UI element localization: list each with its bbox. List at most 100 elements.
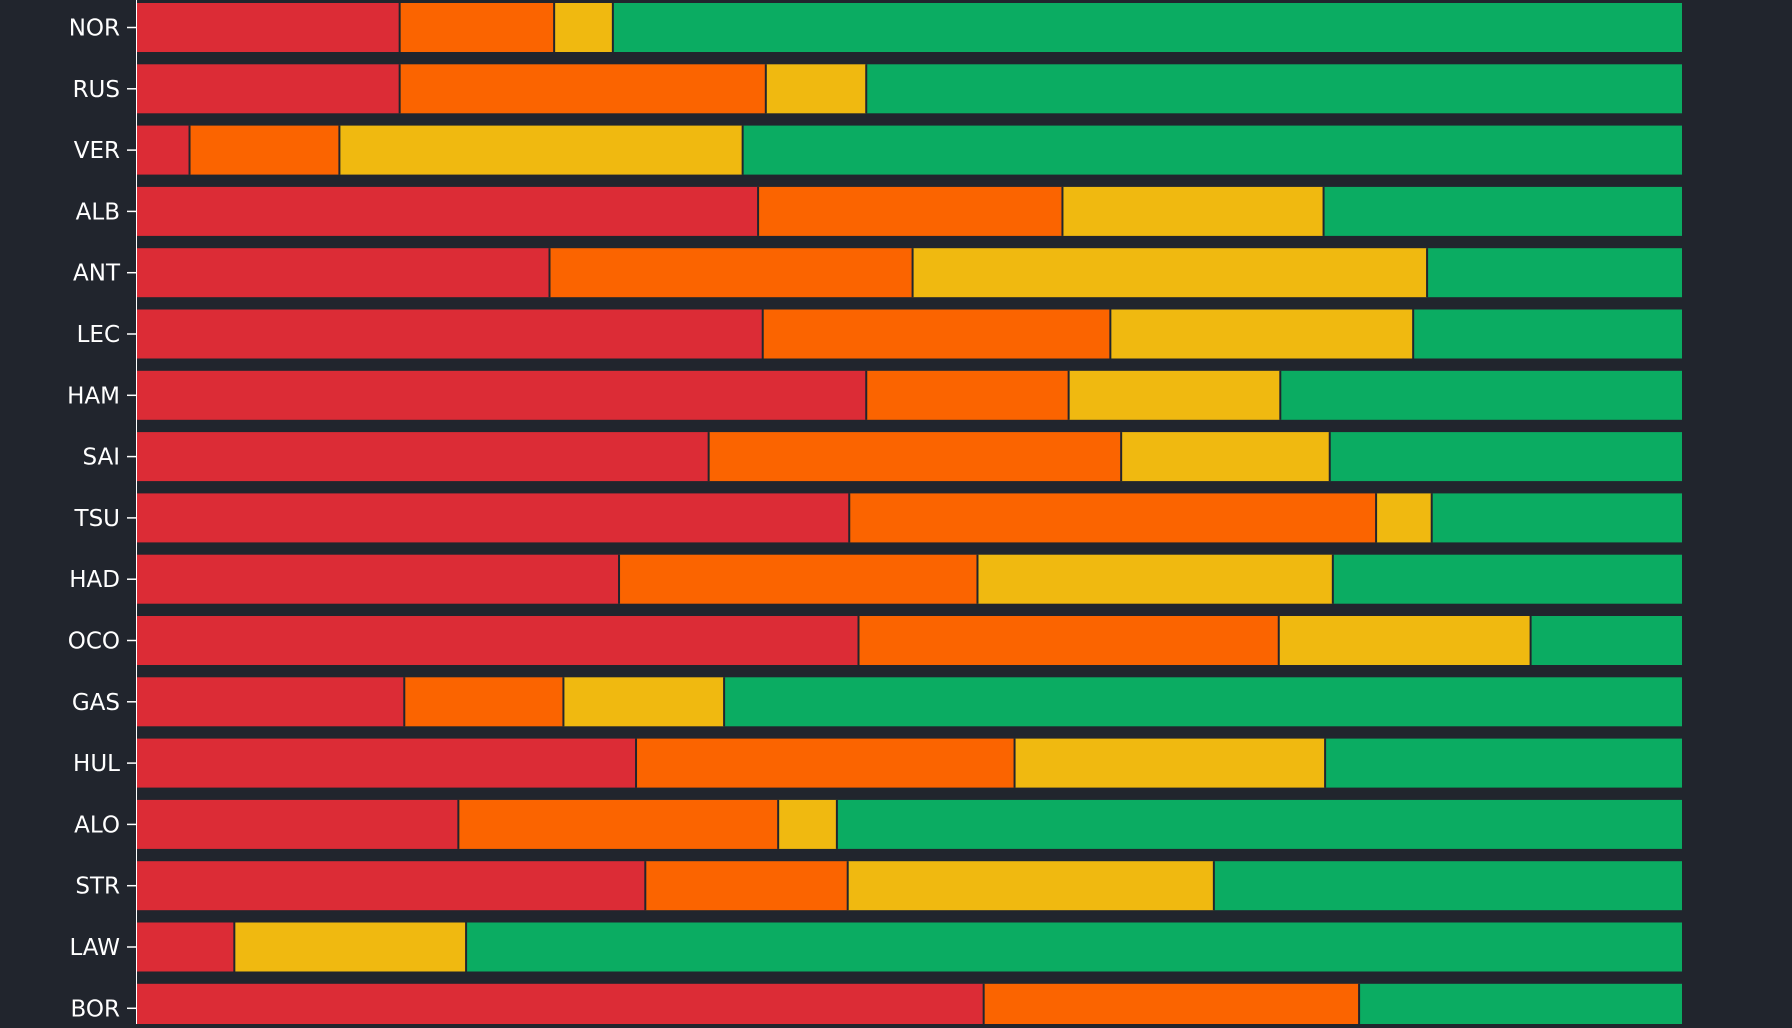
y-tick-label-gas: GAS: [72, 690, 120, 716]
bar-segment-ham-1: [137, 370, 867, 420]
bar-segment-alb-1: [137, 186, 759, 236]
bar-segment-ham-3: [1068, 370, 1281, 420]
bar-segment-tsu-1: [137, 493, 850, 543]
bar-segment-str-2: [645, 861, 848, 911]
bar-row-ham: [137, 370, 1682, 420]
bar-segment-tsu-3: [1376, 493, 1432, 543]
bar-segment-hul-3: [1014, 738, 1326, 788]
bar-row-ver: [137, 125, 1682, 175]
bar-segment-nor-1: [137, 3, 400, 52]
bar-segment-hul-4: [1325, 738, 1682, 788]
bar-row-sai: [137, 432, 1682, 482]
y-tick-label-law: LAW: [69, 935, 120, 961]
bar-segment-oco-1: [137, 616, 859, 665]
bar-segment-alb-4: [1323, 186, 1682, 236]
bar-segment-alb-2: [758, 186, 1063, 236]
bar-segment-lec-2: [762, 309, 1111, 359]
bar-segment-oco-4: [1530, 616, 1682, 665]
bar-row-tsu: [137, 493, 1682, 543]
bar-row-lec: [137, 309, 1682, 359]
bar-segment-ver-4: [742, 125, 1682, 175]
bar-row-bor: [137, 983, 1682, 1028]
bar-segment-rus-4: [866, 64, 1682, 114]
bar-segment-gas-1: [137, 677, 405, 727]
bar-row-gas: [137, 677, 1682, 727]
bar-segment-ver-3: [339, 125, 743, 175]
y-tick-label-ham: HAM: [67, 383, 120, 409]
y-tick-label-nor: NOR: [69, 16, 120, 42]
bar-segment-alo-4: [836, 799, 1682, 849]
bar-segment-bor-4: [1359, 983, 1682, 1028]
bar-segment-ham-4: [1280, 370, 1682, 420]
bar-row-ant: [137, 248, 1682, 298]
bar-segment-bor-1: [137, 983, 984, 1028]
bar-segment-oco-2: [858, 616, 1279, 665]
bar-segment-law-4: [466, 922, 1683, 972]
bar-segment-ant-1: [137, 248, 550, 298]
bar-segment-alo-1: [137, 799, 459, 849]
bar-segment-lec-1: [137, 309, 763, 359]
bar-segment-ant-3: [912, 248, 1428, 298]
bar-segment-ant-4: [1427, 248, 1682, 298]
bar-row-str: [137, 861, 1682, 911]
bar-segment-rus-2: [399, 64, 766, 114]
bar-segment-sai-2: [708, 432, 1122, 482]
bar-segment-str-3: [847, 861, 1214, 911]
bar-segment-had-2: [619, 554, 978, 604]
y-tick-label-oco: OCO: [68, 629, 120, 655]
bar-segment-gas-4: [724, 677, 1682, 727]
y-tick-label-lec: LEC: [77, 322, 120, 348]
y-tick-label-rus: RUS: [73, 77, 120, 103]
bar-row-rus: [137, 64, 1682, 114]
y-tick-label-tsu: TSU: [74, 506, 120, 532]
y-tick-label-had: HAD: [69, 567, 120, 593]
bar-row-alo: [137, 799, 1682, 849]
y-tick-label-alo: ALO: [74, 812, 120, 838]
bar-segment-gas-2: [404, 677, 564, 727]
bar-row-alb: [137, 186, 1682, 236]
bar-segment-nor-2: [399, 3, 555, 52]
bar-segment-sai-4: [1329, 432, 1682, 482]
y-tick-label-hul: HUL: [73, 751, 120, 777]
bar-row-oco: [137, 616, 1682, 665]
bar-segment-rus-3: [765, 64, 867, 114]
bar-segment-had-4: [1332, 554, 1682, 604]
bar-segment-hul-1: [137, 738, 637, 788]
y-tick-label-bor: BOR: [71, 996, 120, 1022]
bar-segment-oco-3: [1278, 616, 1531, 665]
y-tick-label-ver: VER: [74, 138, 120, 164]
bar-segment-str-4: [1213, 861, 1682, 911]
bar-segment-lec-3: [1110, 309, 1414, 359]
bar-segment-ant-2: [549, 248, 913, 298]
y-tick-label-alb: ALB: [76, 199, 120, 225]
bar-segment-gas-3: [563, 677, 725, 727]
bar-segment-str-1: [137, 861, 646, 911]
bar-segment-law-1: [137, 922, 235, 972]
bar-segment-law-3: [234, 922, 467, 972]
bar-segment-tsu-4: [1431, 493, 1682, 543]
bar-segment-sai-3: [1121, 432, 1330, 482]
bar-row-law: [137, 922, 1683, 972]
bar-segment-alb-3: [1062, 186, 1324, 236]
bar-row-had: [137, 554, 1682, 604]
bar-segment-alo-3: [778, 799, 837, 849]
bar-segment-sai-1: [137, 432, 709, 482]
bar-segment-alo-2: [458, 799, 779, 849]
bar-segment-ver-1: [137, 125, 190, 175]
bar-segment-bor-2: [983, 983, 1360, 1028]
bar-segment-rus-1: [137, 64, 400, 114]
y-tick-label-str: STR: [75, 874, 120, 900]
bar-row-hul: [137, 738, 1682, 788]
bar-segment-nor-4: [612, 3, 1682, 52]
bar-segment-tsu-2: [849, 493, 1377, 543]
bar-segment-had-1: [137, 554, 620, 604]
bar-segment-hul-2: [636, 738, 1015, 788]
bar-segment-lec-4: [1413, 309, 1682, 359]
bar-segment-ver-2: [189, 125, 340, 175]
bar-segment-had-3: [977, 554, 1333, 604]
bar-segment-nor-3: [554, 3, 613, 52]
bar-row-nor: [137, 3, 1682, 52]
y-tick-label-sai: SAI: [82, 445, 120, 471]
